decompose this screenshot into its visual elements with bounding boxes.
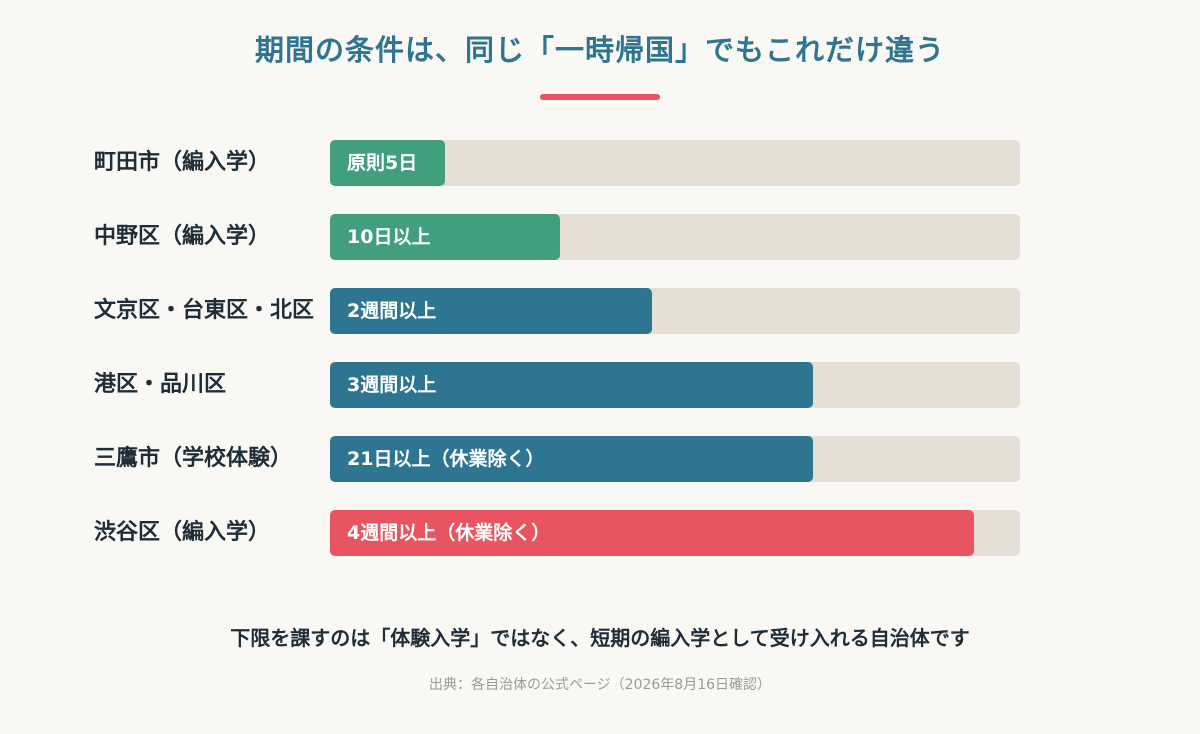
bar <box>330 288 652 334</box>
bar-data-label: 10日以上 <box>347 226 431 248</box>
category-label: 港区・品川区 <box>94 372 227 397</box>
chart-caption: 下限を課すのは「体験入学」ではなく、短期の編入学として受け入れる自治体です <box>230 626 970 650</box>
category-label: 町田市（編入学） <box>94 150 271 175</box>
bar <box>330 362 813 408</box>
bar <box>330 510 974 556</box>
source-note: 出典：各自治体の公式ページ（2026年8月16日確認） <box>428 677 772 693</box>
title-accent-line <box>540 94 660 100</box>
category-label: 文京区・台東区・北区 <box>94 298 315 323</box>
bar <box>330 436 813 482</box>
bar-data-label: 2週間以上 <box>347 300 437 322</box>
category-label: 三鷹市（学校体験） <box>94 446 293 471</box>
page-title: 期間の条件は、同じ「一時帰国」でもこれだけ違う <box>254 33 945 67</box>
bar-track <box>330 140 1020 186</box>
category-label: 中野区（編入学） <box>94 224 271 249</box>
bar-data-label: 4週間以上（休業除く） <box>347 522 551 544</box>
category-label: 渋谷区（編入学） <box>94 520 271 545</box>
bar-data-label: 3週間以上 <box>347 374 437 396</box>
bar-data-label: 原則5日 <box>347 152 418 174</box>
bar <box>330 214 560 260</box>
bar-data-label: 21日以上（休業除く） <box>347 448 545 470</box>
bar <box>330 140 445 186</box>
